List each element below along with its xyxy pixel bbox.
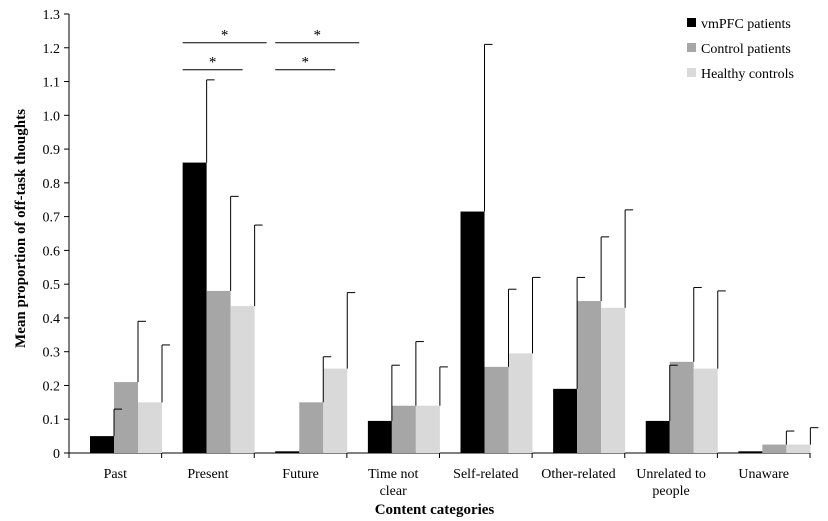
legend-label: Healthy controls [701, 67, 794, 82]
x-tick-label: Present [187, 467, 228, 482]
bar [645, 420, 670, 453]
bar [762, 444, 787, 453]
bar [601, 307, 626, 453]
bar [391, 405, 416, 453]
axes: 0 0.1 0.2 0.3 0.4 0.5 0.6 0.7 0.8 0.9 1.0 1.1 1.2 1.3… [43, 8, 811, 499]
bar [553, 388, 578, 453]
legend: vmPFC patients Control patients Healthy co… [687, 17, 794, 82]
bar [114, 382, 138, 453]
y-tick-label: 0 [53, 447, 60, 462]
bar [460, 211, 485, 453]
bar [508, 353, 533, 453]
bars [90, 162, 811, 454]
significance-star: * [314, 28, 322, 44]
y-tick-label: 0.1 [43, 413, 61, 428]
y-tick-label: 0.7 [43, 211, 61, 226]
x-tick-label: Unrelated to [636, 467, 706, 482]
y-tick-label: 1.2 [43, 42, 61, 57]
bar [786, 444, 811, 453]
y-tick-label: 1.1 [43, 76, 61, 91]
x-tick-label: people [652, 484, 689, 499]
y-tick-label: 0.8 [43, 177, 61, 192]
bar [738, 451, 763, 453]
x-tick-label: Other-related [541, 467, 615, 482]
significance-star: * [302, 55, 310, 71]
x-tick-label: Past [104, 467, 127, 482]
y-tick-label: 0.9 [43, 143, 61, 158]
bar [323, 368, 348, 453]
x-tick-label: Time not [368, 467, 419, 482]
y-tick-label: 0.2 [43, 379, 61, 394]
bar [484, 366, 509, 453]
bar [299, 402, 324, 453]
bar [138, 402, 162, 453]
bar [669, 361, 694, 453]
y-tick-label: 1.3 [43, 8, 61, 23]
legend-label: vmPFC patients [701, 17, 791, 32]
x-tick-label: Unaware [738, 467, 789, 482]
legend-swatch [687, 43, 696, 52]
bar [275, 451, 300, 453]
error-bars [113, 43, 819, 445]
bar [90, 436, 114, 453]
legend-label: Control patients [701, 42, 791, 57]
significance-star: * [209, 55, 217, 71]
significance-markers: **** [182, 28, 360, 71]
bar [577, 301, 602, 453]
bar [206, 290, 231, 453]
y-axis-title: Mean proportion of off-task thoughts [13, 109, 29, 348]
bar [693, 368, 718, 453]
y-tick-label: 0.3 [43, 346, 61, 361]
legend-swatch [687, 18, 696, 27]
y-tick-label: 0.5 [43, 278, 61, 293]
x-axis-title: Content categories [375, 502, 495, 518]
y-tick-label: 0.6 [43, 244, 61, 259]
x-tick-label: clear [380, 484, 408, 499]
x-tick-label: Self-related [453, 467, 518, 482]
y-tick-label: 0.4 [43, 312, 61, 327]
legend-swatch [687, 68, 696, 77]
bar [182, 162, 207, 454]
y-tick-label: 1.0 [43, 109, 61, 124]
x-tick-label: Future [282, 467, 319, 482]
bar [230, 306, 255, 453]
significance-star: * [221, 28, 229, 44]
bar [367, 420, 392, 453]
bar [415, 405, 440, 453]
